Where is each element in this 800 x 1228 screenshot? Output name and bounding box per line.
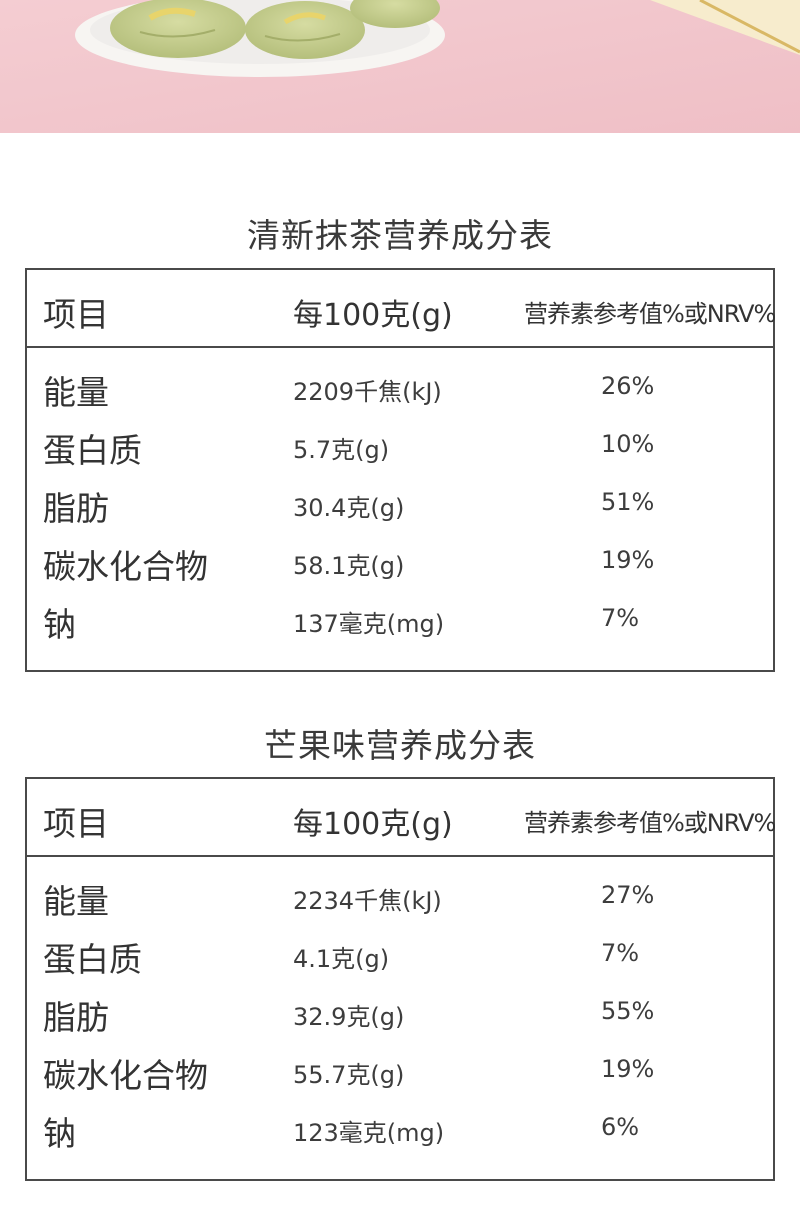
nutrient-nrv: 26%	[601, 372, 655, 400]
header-nrv: 营养素参考值%或NRV%	[524, 300, 776, 328]
nutrient-name: 能量	[43, 882, 109, 921]
header-per-100g: 每100克(g)	[293, 298, 453, 333]
nutrient-nrv: 7%	[601, 939, 640, 967]
nutrient-amount: 2234千焦(kJ)	[293, 887, 442, 915]
header-item: 项目	[43, 804, 109, 843]
nutrient-amount: 30.4克(g)	[293, 494, 405, 522]
nutrition-table: 项目 每100克(g) 营养素参考值%或NRV% 能量 2209千焦(kJ) 2…	[25, 268, 776, 672]
nutrient-name: 钠	[43, 605, 76, 644]
product-photo	[0, 0, 800, 133]
nutrient-name: 碳水化合物	[43, 1056, 208, 1095]
nutrient-name: 钠	[43, 1114, 76, 1153]
nutrient-amount: 55.7克(g)	[293, 1061, 405, 1089]
nutrient-nrv: 55%	[601, 997, 655, 1025]
nutrient-nrv: 7%	[601, 604, 640, 632]
table-row: 碳水化合物 58.1克(g) 19%	[27, 532, 773, 590]
table-row: 钠 137毫克(mg) 7%	[27, 590, 773, 648]
nutrient-amount: 2209千焦(kJ)	[293, 378, 442, 406]
nutrient-name: 蛋白质	[43, 940, 142, 979]
table-row: 脂肪 30.4克(g) 51%	[27, 474, 773, 532]
table-row: 蛋白质 4.1克(g) 7%	[27, 925, 773, 983]
nutrient-amount: 123毫克(mg)	[293, 1119, 445, 1147]
nutrient-name: 脂肪	[43, 489, 109, 528]
table-row: 脂肪 32.9克(g) 55%	[27, 983, 773, 1041]
table-title: 清新抹茶营养成分表	[247, 216, 553, 255]
nutrient-amount: 5.7克(g)	[293, 436, 390, 464]
nutrient-amount: 4.1克(g)	[293, 945, 390, 973]
table-row: 碳水化合物 55.7克(g) 19%	[27, 1041, 773, 1099]
nutrient-amount: 137毫克(mg)	[293, 610, 445, 638]
nutrient-name: 蛋白质	[43, 431, 142, 470]
nutrient-amount: 58.1克(g)	[293, 552, 405, 580]
table-header-row: 项目 每100克(g) 营养素参考值%或NRV%	[27, 270, 776, 348]
nutrient-amount: 32.9克(g)	[293, 1003, 405, 1031]
table-row: 蛋白质 5.7克(g) 10%	[27, 416, 773, 474]
nutrient-nrv: 10%	[601, 430, 655, 458]
header-item: 项目	[43, 295, 109, 334]
nutrient-nrv: 51%	[601, 488, 655, 516]
table-row: 能量 2234千焦(kJ) 27%	[27, 867, 773, 925]
table-header-row: 项目 每100克(g) 营养素参考值%或NRV%	[27, 779, 776, 857]
header-per-100g: 每100克(g)	[293, 807, 453, 842]
nutrient-nrv: 19%	[601, 546, 655, 574]
nutrition-table: 项目 每100克(g) 营养素参考值%或NRV% 能量 2234千焦(kJ) 2…	[25, 777, 776, 1181]
header-nrv: 营养素参考值%或NRV%	[524, 809, 776, 837]
table-row: 能量 2209千焦(kJ) 26%	[27, 358, 773, 416]
nutrient-name: 脂肪	[43, 998, 109, 1037]
nutrient-name: 能量	[43, 373, 109, 412]
table-title: 芒果味营养成分表	[264, 726, 536, 765]
nutrient-nrv: 6%	[601, 1113, 640, 1141]
table-row: 钠 123毫克(mg) 6%	[27, 1099, 773, 1157]
nutrient-nrv: 19%	[601, 1055, 655, 1083]
nutrient-nrv: 27%	[601, 881, 655, 909]
nutrient-name: 碳水化合物	[43, 547, 208, 586]
